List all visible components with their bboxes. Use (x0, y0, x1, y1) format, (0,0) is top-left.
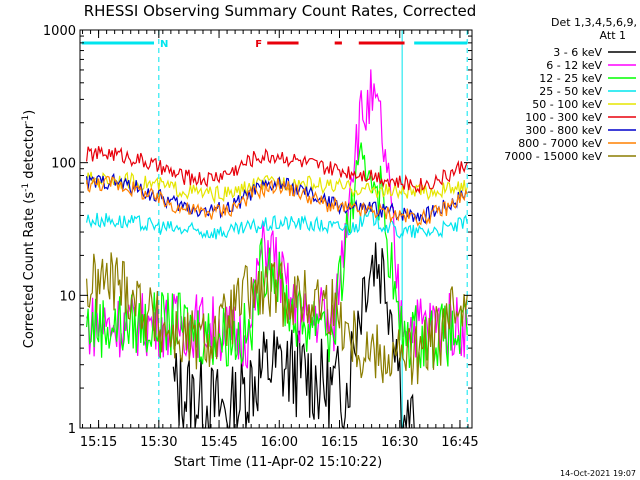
legend-label-1: 6 - 12 keV (546, 59, 602, 72)
legend-header-line-1: Att 1 (600, 29, 626, 42)
x-tick-label-0: 15:15 (80, 435, 117, 450)
y-axis-label: Corrected Count Rate (s-1 detector-1) (21, 110, 37, 348)
series-line-1 (86, 69, 468, 369)
series-line-5 (86, 146, 468, 195)
legend-header-line-0: Det 1,3,4,5,6,9, (551, 16, 637, 29)
series-line-8 (86, 252, 468, 385)
x-tick-label-6: 16:45 (441, 435, 478, 450)
x-tick-label-3: 16:00 (261, 435, 298, 450)
x-tick-label-2: 15:45 (200, 435, 237, 450)
legend-label-4: 50 - 100 keV (532, 98, 602, 111)
y-tick-label-1: 10 (59, 289, 76, 304)
x-tick-label-4: 16:15 (321, 435, 358, 450)
legend-label-0: 3 - 6 keV (553, 46, 602, 59)
legend-label-5: 100 - 300 keV (525, 111, 602, 124)
legend-header: Det 1,3,4,5,6,9,Att 1 (551, 16, 637, 42)
timestamp: 14-Oct-2021 19:07 (560, 469, 636, 478)
series-line-3 (86, 208, 468, 240)
legend-label-8: 7000 - 15000 keV (504, 150, 602, 163)
y-tick-label-3: 1000 (43, 24, 76, 39)
x-tick-label-1: 15:30 (140, 435, 177, 450)
flag-label-N: N (160, 39, 168, 50)
x-tick-label-5: 16:30 (381, 435, 418, 450)
chart-title: RHESSI Observing Summary Count Rates, Co… (84, 2, 477, 20)
y-tick-label-2: 100 (51, 157, 76, 172)
flag-label-F: F (255, 39, 262, 50)
legend-label-6: 300 - 800 keV (525, 124, 602, 137)
x-axis-label: Start Time (11-Apr-02 15:10:22) (174, 455, 382, 470)
series-line-0 (172, 242, 415, 430)
y-tick-label-0: 1 (68, 422, 76, 437)
series-line-7 (86, 175, 468, 227)
legend-label-2: 12 - 25 keV (539, 72, 602, 85)
legend-label-7: 800 - 7000 keV (518, 137, 602, 150)
legend-label-3: 25 - 50 keV (539, 85, 602, 98)
plot-frame (79, 29, 473, 429)
